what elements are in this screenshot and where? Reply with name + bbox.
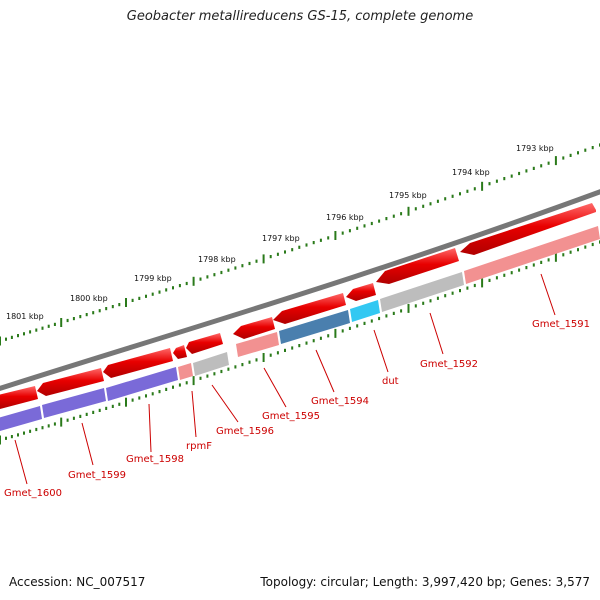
tick-label-1793: 1793 kbp	[516, 144, 554, 153]
tick-label-1798: 1798 kbp	[198, 255, 236, 264]
callout-gmet-1595	[263, 367, 287, 408]
tick-label-1796: 1796 kbp	[326, 213, 364, 222]
label-gmet-1599[interactable]: Gmet_1599	[68, 470, 126, 481]
gene-band-gmet-1599[interactable]	[42, 388, 106, 418]
gene-arrow-gmet-1591[interactable]	[460, 203, 596, 255]
gene-arrow-gmet-1598[interactable]	[103, 348, 173, 378]
tick-label-1797: 1797 kbp	[262, 234, 300, 243]
tick-label-1801: 1801 kbp	[6, 312, 44, 321]
callout-gmet-1591	[540, 273, 556, 316]
gene-band-gmet-1592[interactable]	[380, 272, 464, 312]
gene-arrow-gmet-1595[interactable]	[233, 317, 275, 339]
gene-band-gmet-1594[interactable]	[279, 310, 350, 344]
inner-dotted-track	[0, 240, 600, 445]
gene-bands	[0, 226, 600, 431]
gene-arrows	[0, 203, 596, 409]
tick-label-1800: 1800 kbp	[70, 294, 108, 303]
gene-band-gmet-1596[interactable]	[193, 352, 229, 376]
genome-backbone	[0, 189, 600, 392]
gene-arrow-rpmf[interactable]	[173, 345, 187, 359]
gene-labels: Gmet_1591 Gmet_1592 dut Gmet_1594 Gmet_1…	[4, 319, 590, 499]
kbp-tick-labels: 1793 kbp 1794 kbp 1795 kbp 1796 kbp 1797…	[6, 144, 554, 321]
label-rpmf[interactable]: rpmF	[186, 441, 212, 452]
callout-gmet-1599	[81, 422, 94, 466]
callout-gmet-1600	[14, 439, 28, 485]
label-gmet-1594[interactable]: Gmet_1594	[311, 396, 369, 407]
tick-label-1799: 1799 kbp	[134, 274, 172, 283]
label-gmet-1592[interactable]: Gmet_1592	[420, 359, 478, 370]
label-gmet-1595[interactable]: Gmet_1595	[262, 411, 320, 422]
gene-band-gmet-1600[interactable]	[0, 406, 42, 431]
label-gmet-1600[interactable]: Gmet_1600	[4, 488, 62, 499]
callout-gmet-1592	[429, 312, 444, 355]
label-gmet-1591[interactable]: Gmet_1591	[532, 319, 590, 330]
callout-rpmf	[191, 390, 197, 438]
callout-dut	[373, 329, 389, 373]
tick-label-1795: 1795 kbp	[389, 191, 427, 200]
callout-gmet-1598	[148, 403, 152, 453]
accession-label: Accession: NC_007517	[9, 575, 146, 589]
gene-band-gmet-1598[interactable]	[106, 367, 178, 401]
topology-summary: Topology: circular; Length: 3,997,420 bp…	[260, 575, 590, 589]
gene-arrow-gmet-1596[interactable]	[186, 333, 223, 354]
gene-callout-lines	[14, 273, 556, 485]
gene-band-rpmf[interactable]	[178, 363, 193, 380]
tick-label-1794: 1794 kbp	[452, 168, 490, 177]
gene-arrow-gmet-1594[interactable]	[273, 293, 346, 324]
kbp-ruler	[0, 143, 600, 346]
gene-arrow-dut[interactable]	[346, 283, 376, 301]
map-title: Geobacter metallireducens GS-15, complet…	[126, 9, 474, 24]
callout-gmet-1596	[211, 384, 239, 423]
label-dut[interactable]: dut	[382, 376, 399, 387]
label-gmet-1596[interactable]: Gmet_1596	[216, 426, 274, 437]
gene-band-gmet-1595[interactable]	[236, 332, 279, 357]
gene-arrow-gmet-1600[interactable]	[0, 386, 38, 409]
gene-arrow-gmet-1599[interactable]	[37, 368, 104, 396]
callout-gmet-1594	[315, 349, 335, 393]
label-gmet-1598[interactable]: Gmet_1598	[126, 454, 184, 465]
gene-arrow-gmet-1592[interactable]	[376, 248, 459, 284]
gene-band-gmet-1591[interactable]	[464, 226, 600, 284]
gene-band-dut[interactable]	[350, 300, 380, 322]
